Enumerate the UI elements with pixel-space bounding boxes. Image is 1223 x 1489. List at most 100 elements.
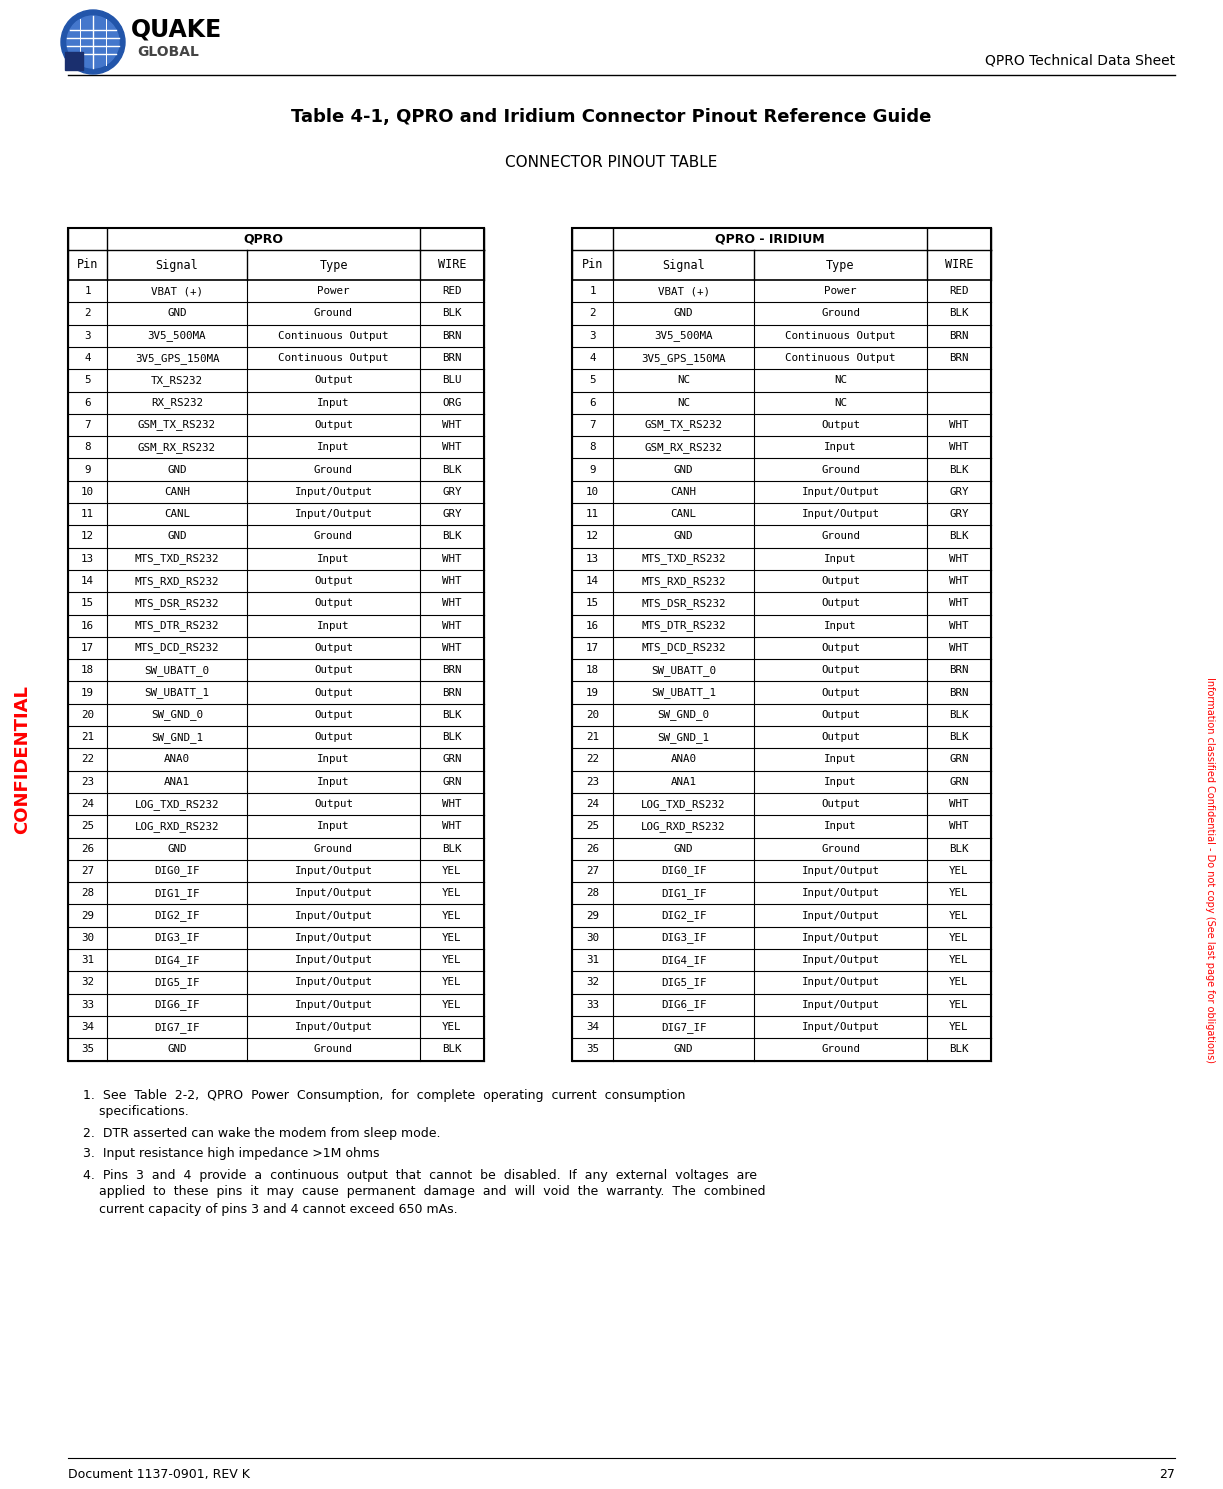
Text: 27: 27 <box>1159 1468 1175 1482</box>
Text: WIRE: WIRE <box>944 259 974 271</box>
Text: MTS_DCD_RS232: MTS_DCD_RS232 <box>641 642 725 654</box>
Text: MTS_DSR_RS232: MTS_DSR_RS232 <box>135 599 219 609</box>
Text: LOG_RXD_RS232: LOG_RXD_RS232 <box>641 820 725 832</box>
Text: CANH: CANH <box>164 487 190 497</box>
Text: Output: Output <box>821 710 860 719</box>
Text: 33: 33 <box>81 999 94 1010</box>
Text: NC: NC <box>834 398 848 408</box>
Text: Continuous Output: Continuous Output <box>279 353 389 363</box>
Text: 30: 30 <box>81 932 94 943</box>
Text: Input/Output: Input/Output <box>295 977 373 987</box>
Text: 3V5_500MA: 3V5_500MA <box>654 331 713 341</box>
Text: GRN: GRN <box>443 777 462 786</box>
Text: 2: 2 <box>84 308 91 319</box>
Text: Output: Output <box>821 733 860 742</box>
Text: 7: 7 <box>84 420 91 430</box>
Text: QUAKE: QUAKE <box>131 18 223 42</box>
Text: MTS_DSR_RS232: MTS_DSR_RS232 <box>641 599 725 609</box>
Text: WHT: WHT <box>443 576 462 587</box>
Text: GND: GND <box>674 308 693 319</box>
Text: 13: 13 <box>81 554 94 564</box>
Text: NC: NC <box>678 398 690 408</box>
Text: 8: 8 <box>84 442 91 453</box>
Text: 24: 24 <box>81 800 94 809</box>
Text: BLK: BLK <box>443 465 462 475</box>
Text: RX_RS232: RX_RS232 <box>150 398 203 408</box>
Text: Input: Input <box>824 822 857 831</box>
Text: Ground: Ground <box>314 308 353 319</box>
Text: MTS_RXD_RS232: MTS_RXD_RS232 <box>641 576 725 587</box>
Text: Ground: Ground <box>821 308 860 319</box>
Text: 2.  DTR asserted can wake the modem from sleep mode.: 2. DTR asserted can wake the modem from … <box>83 1127 440 1139</box>
Text: WHT: WHT <box>443 621 462 631</box>
Text: CONNECTOR PINOUT TABLE: CONNECTOR PINOUT TABLE <box>505 155 717 170</box>
Text: 27: 27 <box>586 867 599 876</box>
Text: BLK: BLK <box>949 1044 969 1054</box>
Text: Output: Output <box>821 420 860 430</box>
Text: DIG0_IF: DIG0_IF <box>154 865 199 877</box>
Text: Input: Input <box>824 442 857 453</box>
Text: Output: Output <box>314 733 353 742</box>
Text: 35: 35 <box>586 1044 599 1054</box>
Text: Input/Output: Input/Output <box>801 932 879 943</box>
Text: WHT: WHT <box>949 442 969 453</box>
Text: SW_UBATT_1: SW_UBATT_1 <box>144 686 209 698</box>
Text: LOG_RXD_RS232: LOG_RXD_RS232 <box>135 820 219 832</box>
Text: 12: 12 <box>81 532 94 542</box>
Text: Input: Input <box>824 755 857 764</box>
Text: WHT: WHT <box>949 621 969 631</box>
Text: YEL: YEL <box>443 867 462 876</box>
Text: Output: Output <box>314 710 353 719</box>
Text: Continuous Output: Continuous Output <box>279 331 389 341</box>
Text: BRN: BRN <box>443 666 462 675</box>
Text: CANH: CANH <box>670 487 697 497</box>
Circle shape <box>67 16 119 68</box>
Text: Input/Output: Input/Output <box>295 954 373 965</box>
Text: BLK: BLK <box>949 733 969 742</box>
Text: 23: 23 <box>81 777 94 786</box>
Text: TX_RS232: TX_RS232 <box>150 375 203 386</box>
Text: Ground: Ground <box>314 532 353 542</box>
Text: 17: 17 <box>586 643 599 654</box>
Text: Input/Output: Input/Output <box>801 509 879 520</box>
Text: 24: 24 <box>586 800 599 809</box>
Text: DIG5_IF: DIG5_IF <box>154 977 199 987</box>
Text: 5: 5 <box>84 375 91 386</box>
Text: GRN: GRN <box>949 755 969 764</box>
Text: 9: 9 <box>589 465 596 475</box>
Text: MTS_TXD_RS232: MTS_TXD_RS232 <box>641 554 725 564</box>
Text: Type: Type <box>827 259 855 271</box>
Text: Signal: Signal <box>155 259 198 271</box>
Text: DIG6_IF: DIG6_IF <box>660 999 706 1010</box>
Text: Pin: Pin <box>77 259 98 271</box>
Text: BLK: BLK <box>949 465 969 475</box>
Text: 3V5_GPS_150MA: 3V5_GPS_150MA <box>641 353 725 363</box>
Text: 22: 22 <box>81 755 94 764</box>
Text: BRN: BRN <box>443 331 462 341</box>
Text: WHT: WHT <box>949 420 969 430</box>
Text: Output: Output <box>314 375 353 386</box>
Text: QPRO Technical Data Sheet: QPRO Technical Data Sheet <box>985 54 1175 68</box>
Text: 4.  Pins  3  and  4  provide  a  continuous  output  that  cannot  be  disabled.: 4. Pins 3 and 4 provide a continuous out… <box>83 1169 757 1181</box>
Text: DIG7_IF: DIG7_IF <box>154 1021 199 1032</box>
Text: 28: 28 <box>81 889 94 898</box>
Text: Input/Output: Input/Output <box>801 487 879 497</box>
Text: 32: 32 <box>586 977 599 987</box>
Text: YEL: YEL <box>949 977 969 987</box>
Text: DIG2_IF: DIG2_IF <box>660 910 706 922</box>
Text: 16: 16 <box>81 621 94 631</box>
Text: GSM_RX_RS232: GSM_RX_RS232 <box>138 442 216 453</box>
Text: 19: 19 <box>586 688 599 697</box>
Text: RED: RED <box>443 286 462 296</box>
Text: GND: GND <box>674 844 693 853</box>
Text: WHT: WHT <box>949 800 969 809</box>
Text: applied  to  these  pins  it  may  cause  permanent  damage  and  will  void  th: applied to these pins it may cause perma… <box>83 1185 766 1199</box>
Text: 25: 25 <box>586 822 599 831</box>
Text: DIG0_IF: DIG0_IF <box>660 865 706 877</box>
Text: Input/Output: Input/Output <box>801 1021 879 1032</box>
Text: 7: 7 <box>589 420 596 430</box>
Text: LOG_TXD_RS232: LOG_TXD_RS232 <box>135 798 219 810</box>
Text: 27: 27 <box>81 867 94 876</box>
Text: current capacity of pins 3 and 4 cannot exceed 650 mAs.: current capacity of pins 3 and 4 cannot … <box>83 1203 457 1215</box>
Text: DIG3_IF: DIG3_IF <box>154 932 199 944</box>
